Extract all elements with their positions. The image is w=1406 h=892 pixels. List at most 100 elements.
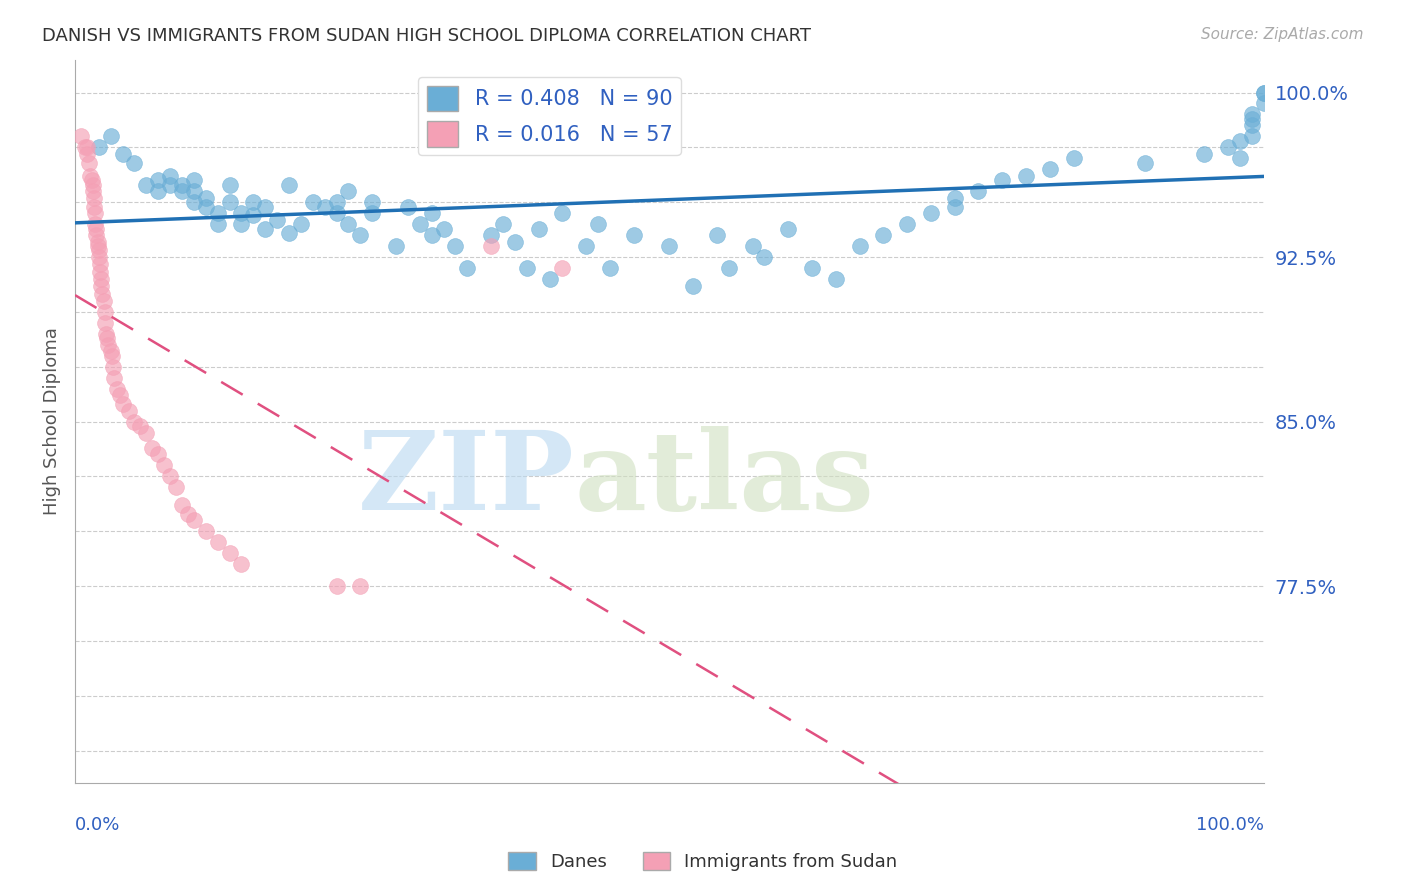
Point	[1194, 147, 1216, 161]
Point	[1229, 134, 1251, 148]
Point	[100, 344, 122, 359]
Text: DANISH VS IMMIGRANTS FROM SUDAN HIGH SCHOOL DIPLOMA CORRELATION CHART: DANISH VS IMMIGRANTS FROM SUDAN HIGH SCH…	[42, 27, 811, 45]
Point	[456, 260, 478, 275]
Point	[111, 397, 134, 411]
Point	[278, 226, 301, 240]
Point	[86, 221, 108, 235]
Point	[420, 228, 443, 243]
Point	[86, 239, 108, 253]
Point	[1229, 151, 1251, 165]
Point	[1253, 86, 1275, 100]
Text: Source: ZipAtlas.com: Source: ZipAtlas.com	[1201, 27, 1364, 42]
Point	[242, 195, 264, 210]
Point	[183, 184, 205, 198]
Point	[77, 155, 100, 169]
Point	[129, 419, 152, 434]
Point	[599, 260, 621, 275]
Point	[207, 206, 229, 220]
Point	[1240, 107, 1263, 121]
Point	[89, 257, 111, 271]
Point	[159, 169, 181, 183]
Point	[325, 579, 347, 593]
Point	[242, 208, 264, 222]
Point	[97, 338, 120, 352]
Legend: R = 0.408   N = 90, R = 0.016   N = 57: R = 0.408 N = 90, R = 0.016 N = 57	[418, 78, 681, 155]
Point	[706, 228, 728, 243]
Point	[194, 191, 217, 205]
Point	[1216, 140, 1239, 154]
Point	[1240, 129, 1263, 144]
Point	[717, 260, 740, 275]
Point	[1240, 119, 1263, 133]
Point	[94, 326, 117, 341]
Point	[84, 217, 107, 231]
Point	[920, 206, 942, 220]
Point	[516, 260, 538, 275]
Point	[93, 305, 115, 319]
Point	[170, 184, 193, 198]
Point	[159, 469, 181, 483]
Point	[141, 441, 163, 455]
Point	[872, 228, 894, 243]
Point	[432, 221, 454, 235]
Point	[682, 278, 704, 293]
Point	[82, 178, 104, 192]
Point	[84, 206, 107, 220]
Point	[266, 212, 288, 227]
Point	[967, 184, 990, 198]
Point	[1240, 112, 1263, 126]
Point	[325, 206, 347, 220]
Point	[278, 178, 301, 192]
Point	[349, 228, 371, 243]
Point	[170, 498, 193, 512]
Point	[361, 206, 384, 220]
Point	[103, 370, 125, 384]
Point	[183, 513, 205, 527]
Point	[301, 195, 323, 210]
Point	[503, 235, 526, 249]
Point	[101, 359, 124, 374]
Point	[124, 415, 146, 429]
Point	[135, 425, 157, 440]
Point	[420, 206, 443, 220]
Point	[1015, 169, 1038, 183]
Point	[551, 206, 574, 220]
Point	[183, 195, 205, 210]
Point	[93, 293, 115, 308]
Point	[1063, 151, 1085, 165]
Point	[361, 195, 384, 210]
Point	[76, 140, 98, 154]
Point	[337, 184, 360, 198]
Point	[349, 579, 371, 593]
Point	[1253, 96, 1275, 111]
Point	[741, 239, 763, 253]
Point	[479, 228, 502, 243]
Y-axis label: High School Diploma: High School Diploma	[44, 327, 60, 516]
Point	[337, 217, 360, 231]
Point	[218, 195, 240, 210]
Point	[551, 260, 574, 275]
Point	[93, 316, 115, 330]
Point	[83, 200, 105, 214]
Point	[848, 239, 870, 253]
Point	[111, 147, 134, 161]
Point	[89, 265, 111, 279]
Point	[148, 184, 170, 198]
Point	[124, 155, 146, 169]
Point	[108, 388, 131, 402]
Point	[177, 507, 200, 521]
Point	[778, 221, 800, 235]
Text: 100.0%: 100.0%	[1195, 816, 1264, 834]
Point	[444, 239, 467, 253]
Point	[165, 480, 187, 494]
Point	[148, 173, 170, 187]
Point	[79, 169, 101, 183]
Point	[90, 272, 112, 286]
Point	[658, 239, 681, 253]
Point	[153, 458, 176, 473]
Point	[86, 228, 108, 243]
Text: atlas: atlas	[574, 426, 875, 533]
Point	[896, 217, 918, 231]
Point	[991, 173, 1014, 187]
Point	[86, 235, 108, 249]
